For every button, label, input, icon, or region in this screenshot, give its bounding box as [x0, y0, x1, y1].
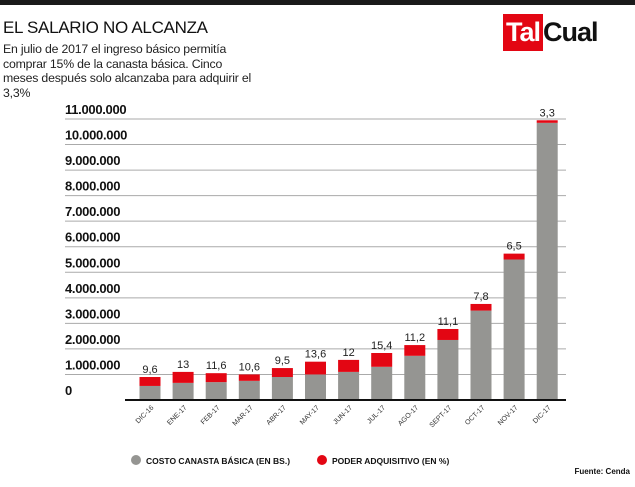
bar-poder-adquisitivo [371, 352, 393, 367]
data-label: 9,6 [142, 364, 157, 376]
bar-poder-adquisitivo [205, 373, 227, 383]
x-tick-label: OCT-17 [464, 404, 486, 426]
bar-costo-canasta [338, 371, 360, 400]
x-tick-label: ABR-17 [266, 404, 288, 426]
data-label: 12 [342, 347, 354, 359]
y-tick-label: 7.000.000 [65, 204, 120, 219]
y-tick-label: 3.000.000 [65, 306, 120, 321]
data-label: 13,6 [305, 349, 326, 361]
bar-costo-canasta [139, 385, 161, 400]
data-label: 13 [177, 359, 189, 371]
y-tick-label: 1.000.000 [65, 357, 120, 372]
legend-dot-costo [131, 455, 141, 465]
bar-poder-adquisitivo [338, 359, 360, 372]
chart-subtitle: En julio de 2017 el ingreso básico permi… [3, 42, 252, 100]
talcual-logo: Tal Cual [503, 14, 599, 51]
y-tick-label: 2.000.000 [65, 332, 120, 347]
logo-part-tal: Tal [503, 14, 544, 51]
bar-costo-canasta [437, 339, 459, 400]
data-label: 11,2 [405, 332, 426, 344]
y-tick-label: 4.000.000 [65, 281, 120, 296]
x-tick-label: SEPT-17 [429, 404, 454, 429]
bar-poder-adquisitivo [172, 371, 194, 383]
x-tick-label: DIC-16 [135, 404, 156, 425]
bar-costo-canasta [536, 122, 558, 400]
y-tick-label: 0 [65, 383, 72, 398]
x-tick-label: NOV-17 [497, 404, 520, 427]
bar-poder-adquisitivo [536, 120, 558, 123]
y-tick-label: 9.000.000 [65, 153, 120, 168]
y-tick-label: 5.000.000 [65, 255, 120, 270]
top-bar [0, 0, 635, 5]
y-tick-label: 6.000.000 [65, 230, 120, 245]
x-tick-label: FEB-17 [200, 404, 222, 426]
bar-costo-canasta [305, 374, 326, 400]
bar-costo-canasta [503, 259, 525, 400]
bar-poder-adquisitivo [404, 345, 426, 356]
bar-costo-canasta [172, 382, 194, 400]
bar-costo-canasta [404, 355, 426, 400]
bar-poder-adquisitivo [503, 253, 525, 260]
x-tick-label: JUL-17 [366, 404, 387, 425]
bar-costo-canasta [271, 377, 293, 400]
bar-costo-canasta [371, 366, 393, 400]
bar-costo-canasta [470, 310, 492, 400]
bar-costo-canasta [205, 382, 227, 400]
data-label: 15,4 [371, 340, 392, 352]
data-label: 7,8 [473, 291, 488, 303]
x-tick-label: ENE-17 [166, 404, 188, 426]
y-tick-label: 8.000.000 [65, 179, 120, 194]
bar-poder-adquisitivo [305, 361, 326, 375]
data-label: 9,5 [275, 355, 290, 367]
logo-part-cual: Cual [543, 17, 599, 47]
x-tick-label: MAR-17 [232, 404, 255, 427]
y-tick-label: 11.000.000 [65, 102, 126, 117]
legend-dot-poder [317, 455, 327, 465]
bar-poder-adquisitivo [437, 328, 459, 340]
chart-title: EL SALARIO NO ALCANZA [3, 18, 208, 37]
bar-poder-adquisitivo [271, 368, 293, 378]
legend-label-poder: PODER ADQUISITIVO (EN %) [332, 456, 449, 466]
data-label: 11,6 [206, 360, 227, 372]
legend-label-costo: COSTO CANASTA BÁSICA (EN BS.) [146, 456, 290, 466]
data-label: 10,6 [239, 361, 260, 373]
y-tick-label: 10.000.000 [65, 128, 127, 143]
source-note: Fuente: Cenda [574, 467, 630, 476]
x-tick-label: AGO-17 [397, 404, 420, 427]
data-label: 6,5 [506, 241, 521, 253]
data-label: 11,1 [438, 316, 459, 328]
data-label: 3,3 [540, 107, 555, 119]
bar-poder-adquisitivo [238, 374, 260, 381]
x-tick-label: JUN-17 [332, 404, 354, 426]
x-tick-label: DIC-17 [532, 404, 553, 425]
bar-poder-adquisitivo [139, 377, 161, 386]
bar-poder-adquisitivo [470, 303, 492, 311]
bar-costo-canasta [238, 380, 260, 400]
x-tick-label: MAY-17 [299, 404, 321, 426]
